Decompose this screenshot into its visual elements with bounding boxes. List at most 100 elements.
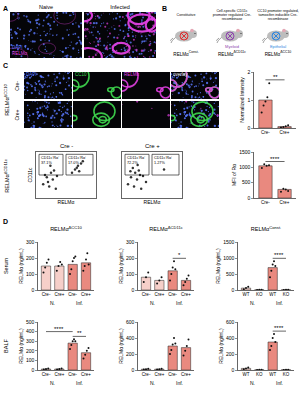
svg-text:1500: 1500 [239,149,250,155]
svg-text:500: 500 [226,271,235,277]
svg-text:0: 0 [32,367,35,373]
svg-text:0: 0 [32,287,35,293]
svg-text:CD11c: CD11c [27,167,33,182]
svg-text:0: 0 [132,287,135,293]
svg-text:1: 1 [248,97,251,103]
svg-text:WT: WT [269,372,276,377]
svg-text:1000: 1000 [223,255,234,261]
svg-text:RELMα (ng/mL): RELMα (ng/mL) [118,328,124,364]
svg-text:Cre+: Cre+ [181,372,191,377]
svg-text:****: **** [274,252,284,258]
svg-text:N.: N. [150,380,155,386]
svg-text:CD11c⁺Rα⁻37.1%: CD11c⁺Rα⁻37.1% [41,156,60,165]
svg-text:Cre-: Cre- [42,372,51,377]
svg-text:Cre+: Cre+ [54,292,64,297]
svg-text:1000: 1000 [239,164,250,170]
svg-text:400: 400 [26,328,35,334]
svg-text:300: 300 [126,239,135,245]
svg-text:**: ** [77,330,82,336]
svg-text:Inf.: Inf. [276,300,283,306]
svg-text:Cre-: Cre- [261,130,270,135]
svg-text:RELMα (ng/mL): RELMα (ng/mL) [118,248,124,284]
svg-text:WT: WT [269,292,276,297]
svg-text:100: 100 [26,271,35,277]
svg-text:Cre+: Cre+ [154,292,164,297]
svg-text:N.: N. [250,380,255,386]
svg-text:MFI of Rα: MFI of Rα [231,164,237,186]
svg-text:**: ** [273,74,278,80]
svg-text:KO: KO [283,372,290,377]
svg-text:****: **** [54,326,64,332]
svg-text:0: 0 [132,367,135,373]
svg-text:RELMα (ng/mL): RELMα (ng/mL) [18,248,24,284]
svg-text:400: 400 [126,335,135,341]
svg-text:Inf.: Inf. [76,300,83,306]
svg-text:Inf.: Inf. [76,380,83,386]
svg-text:200: 200 [126,255,135,261]
svg-text:RELMα (ng/mL): RELMα (ng/mL) [218,328,224,364]
svg-text:Cre+: Cre+ [280,130,290,135]
html-text:CC10 promoter regulated, tamox: CC10 promoter regulated, tamoxifen induc… [257,9,299,21]
svg-text:100: 100 [26,357,35,363]
svg-text:N.: N. [250,300,255,306]
svg-text:2: 2 [248,69,251,75]
svg-text:200: 200 [26,348,35,354]
svg-text:KO: KO [256,372,263,377]
svg-text:Cre+: Cre+ [280,200,290,205]
svg-text:WT: WT [243,372,250,377]
svg-text:****: **** [274,325,284,331]
svg-text:0: 0 [248,125,251,131]
svg-text:CD11c⁺Rα⁻72.2%: CD11c⁺Rα⁻72.2% [127,156,146,165]
svg-text:Cre-: Cre- [68,372,77,377]
svg-text:Cre+: Cre+ [54,372,64,377]
svg-text:Normalized Intensity: Normalized Intensity [239,77,245,123]
svg-text:600: 600 [126,319,135,325]
svg-text:Cre-: Cre- [142,292,151,297]
svg-text:CD11c⁺Rα⁺17.0%: CD11c⁺Rα⁺17.0% [68,156,87,165]
svg-text:Cre-: Cre- [168,372,177,377]
svg-text:****: **** [270,156,280,162]
svg-text:N.: N. [150,300,155,306]
svg-text:400: 400 [226,335,235,341]
svg-text:Cre+: Cre+ [181,292,191,297]
svg-text:RELMα: RELMα [58,199,75,205]
svg-text:N.: N. [50,300,55,306]
svg-text:RELMα (ng/mL): RELMα (ng/mL) [18,328,24,364]
svg-text:KO: KO [256,292,263,297]
svg-text:KO: KO [283,292,290,297]
svg-text:*: * [178,252,181,258]
svg-text:N.: N. [50,380,55,386]
svg-text:CD11c⁺Rα⁺1.27%: CD11c⁺Rα⁺1.27% [154,156,173,165]
svg-text:Inf.: Inf. [176,380,183,386]
svg-text:Cre+: Cre+ [154,372,164,377]
svg-text:500: 500 [242,179,251,185]
svg-text:200: 200 [126,351,135,357]
svg-text:Inf.: Inf. [176,300,183,306]
html-text:Cell-specific CD11c promoter r: Cell-specific CD11c promoter regulated C… [212,9,252,21]
svg-text:0: 0 [248,195,251,201]
svg-text:300: 300 [26,338,35,344]
svg-text:0: 0 [232,287,235,293]
svg-text:Cre -: Cre - [60,143,73,149]
svg-text:0: 0 [232,367,235,373]
svg-text:WT: WT [243,292,250,297]
svg-text:Cre-: Cre- [68,292,77,297]
svg-text:Cre+: Cre+ [81,292,91,297]
svg-text:RELMα (ng/mL): RELMα (ng/mL) [215,248,221,284]
svg-text:Cre-: Cre- [42,292,51,297]
svg-text:RELMα: RELMα [144,199,161,205]
svg-text:Cre+: Cre+ [81,372,91,377]
svg-text:Cre-: Cre- [261,200,270,205]
svg-text:500: 500 [26,319,35,325]
html-text:RELMαΔCC10: RELMαΔCC10 [50,224,82,233]
svg-text:100: 100 [126,271,135,277]
svg-text:Cre-: Cre- [142,372,151,377]
svg-text:200: 200 [226,351,235,357]
svg-text:1500: 1500 [223,239,234,245]
svg-text:300: 300 [26,239,35,245]
svg-text:Cre-: Cre- [168,292,177,297]
svg-text:600: 600 [226,319,235,325]
svg-text:Inf.: Inf. [276,380,283,386]
svg-text:Cre +: Cre + [145,143,160,149]
svg-text:200: 200 [26,255,35,261]
